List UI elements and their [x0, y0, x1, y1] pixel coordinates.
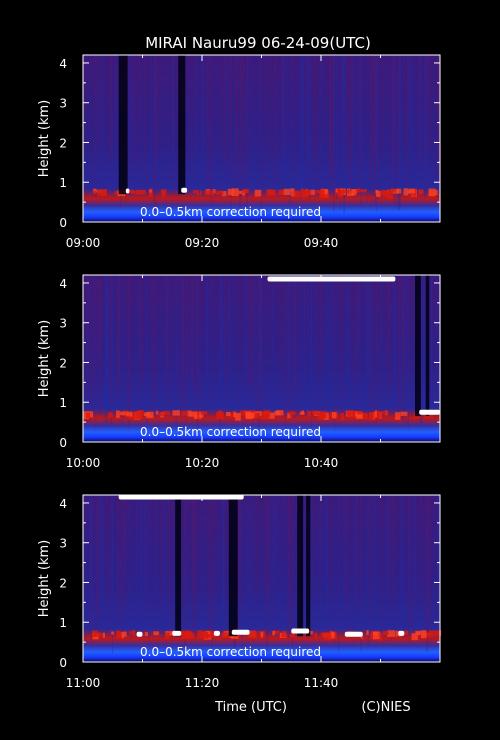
cloud-return: [419, 409, 440, 415]
correction-note: 0.0–0.5km correction required: [140, 645, 321, 659]
x-tick-label: 09:00: [66, 236, 101, 250]
y-tick-label: 3: [59, 537, 67, 551]
correction-note: 0.0–0.5km correction required: [140, 425, 321, 439]
x-tick-label: 10:00: [66, 456, 101, 470]
y-tick-label: 4: [59, 277, 67, 291]
panel-2: 0 1 2 3 4 10:00 10:20 10:40 Height (km) 0.0–0.5km…: [37, 274, 441, 470]
y-axis-label: Height (km): [37, 320, 52, 397]
attenuation-column: [118, 55, 128, 195]
cloud-return: [398, 630, 405, 636]
cloud-return: [172, 630, 182, 636]
cloud-return: [136, 631, 143, 637]
attenuation-column: [297, 495, 304, 637]
y-axis-label: Height (km): [37, 540, 52, 617]
y-tick-label: 0: [59, 656, 67, 670]
y-tick-label: 4: [59, 57, 67, 71]
x-axis-label: Time (UTC): [214, 700, 287, 715]
correction-note: 0.0–0.5km correction required: [140, 205, 321, 219]
attenuation-column: [175, 495, 182, 637]
attenuation-column: [415, 275, 421, 417]
cloud-return: [291, 628, 310, 634]
cloud-return: [344, 631, 363, 637]
x-tick-label: 10:40: [304, 456, 339, 470]
x-tick-label: 11:00: [66, 676, 101, 690]
cloud-return: [125, 188, 130, 194]
backscatter-texture: [85, 495, 439, 654]
y-tick-label: 2: [59, 136, 67, 150]
attenuation-column: [425, 275, 430, 417]
cloud-return: [213, 630, 220, 636]
y-tick-label: 0: [59, 216, 67, 230]
y-tick-label: 1: [59, 396, 67, 410]
cloud-return: [118, 494, 244, 500]
y-tick-label: 3: [59, 317, 67, 331]
boundary-layer: [93, 188, 438, 199]
panel-1: 0 1 2 3 4 09:00 09:20 09:40 Height (km) 0.0–0.5km…: [37, 54, 441, 250]
attenuation-column: [228, 495, 238, 637]
y-tick-label: 0: [59, 436, 67, 450]
x-tick-label: 11:40: [304, 676, 339, 690]
attenuation-column: [178, 55, 186, 195]
panel-3: 0 1 2 3 4 11:00 11:20 11:40 Height (km) 0.0–0.5km…: [37, 494, 442, 690]
y-tick-label: 2: [59, 356, 67, 370]
cloud-return: [231, 629, 250, 635]
panels: 0 1 2 3 4 09:00 09:20 09:40 Height (km) 0.0–0.5km…: [37, 54, 442, 690]
cloud-return: [181, 187, 188, 193]
y-tick-label: 3: [59, 97, 67, 111]
y-tick-label: 1: [59, 616, 67, 630]
boundary-layer: [83, 410, 433, 421]
y-tick-label: 1: [59, 176, 67, 190]
x-tick-label: 10:20: [185, 456, 220, 470]
y-tick-label: 2: [59, 576, 67, 590]
cloud-return: [267, 276, 396, 282]
x-tick-label: 11:20: [185, 676, 220, 690]
chart-title: MIRAI Nauru99 06-24-09(UTC): [145, 34, 371, 52]
attenuation-column: [306, 495, 311, 637]
x-tick-label: 09:20: [185, 236, 220, 250]
credit-label: (C)NIES: [361, 700, 410, 715]
y-tick-label: 4: [59, 497, 67, 511]
y-axis-label: Height (km): [37, 100, 52, 177]
x-tick-label: 09:40: [304, 236, 339, 250]
